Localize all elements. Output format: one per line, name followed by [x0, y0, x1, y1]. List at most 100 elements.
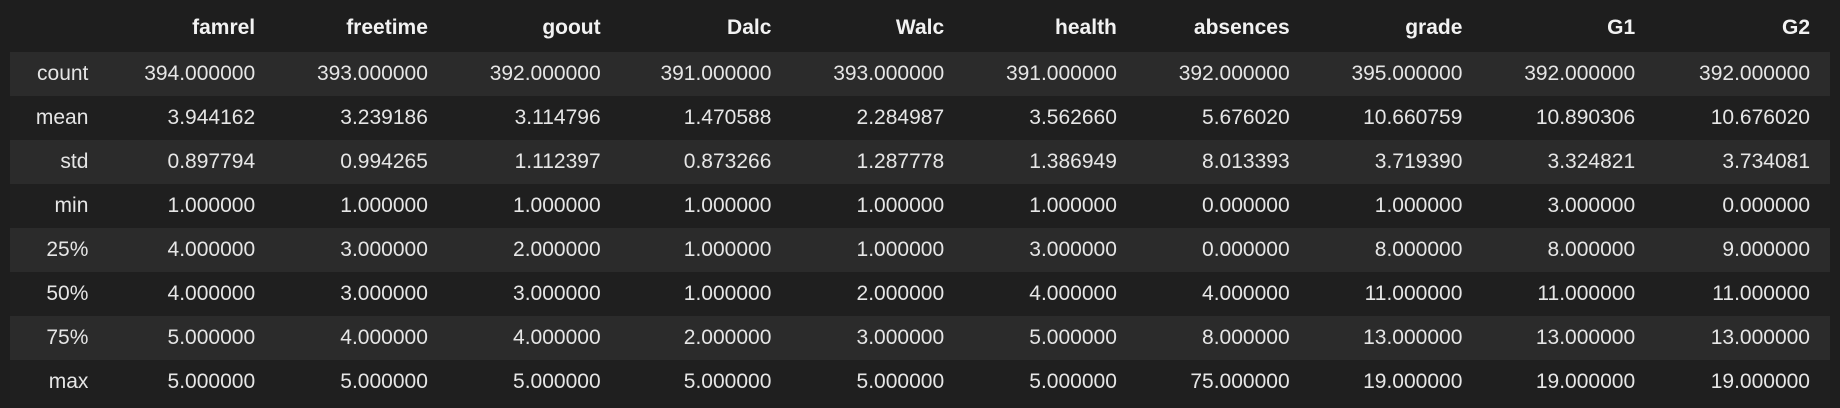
table-row: 50% 4.000000 3.000000 3.000000 1.000000 … [10, 272, 1830, 316]
column-header: Dalc [727, 16, 772, 39]
table-cell: 19.000000 [1535, 370, 1636, 393]
table-cell: 392.000000 [489, 62, 601, 85]
table-cell: 5.000000 [167, 326, 256, 349]
column-header: G2 [1781, 16, 1810, 39]
table-cell: 392.000000 [1178, 62, 1290, 85]
table-cell: 2.000000 [513, 238, 601, 261]
table-cell: 1.000000 [683, 238, 772, 261]
column-header: health [1055, 16, 1117, 39]
table-cell: 392.000000 [1524, 62, 1636, 85]
table-cell: 391.000000 [660, 62, 772, 85]
table-cell: 393.000000 [833, 62, 945, 85]
table-cell: 1.000000 [683, 282, 772, 305]
table-cell: 1.000000 [856, 194, 945, 217]
table-cell: 0.897794 [167, 150, 256, 173]
table-cell: 1.000000 [856, 238, 945, 261]
table-cell: 19.000000 [1710, 370, 1810, 393]
row-index-label: max [48, 370, 89, 393]
row-index-label: mean [35, 106, 89, 129]
table-cell: 3.000000 [1029, 238, 1117, 261]
table-cell: 0.994265 [340, 150, 428, 173]
table-cell: 0.000000 [1202, 194, 1290, 217]
table-cell: 3.944162 [167, 106, 256, 129]
header-row: famrel freetime goout Dalc Walc health a… [10, 4, 1830, 52]
table-cell: 1.000000 [1374, 194, 1463, 217]
table-row: 75% 5.000000 4.000000 4.000000 2.000000 … [10, 316, 1830, 360]
table-cell: 4.000000 [167, 282, 256, 305]
table-cell: 1.000000 [1029, 194, 1117, 217]
table-cell: 3.000000 [513, 282, 601, 305]
table-cell: 13.000000 [1363, 326, 1463, 349]
table-cell: 5.000000 [1029, 326, 1117, 349]
table-cell: 0.000000 [1202, 238, 1290, 261]
table-cell: 5.000000 [340, 370, 428, 393]
table-cell: 13.000000 [1535, 326, 1636, 349]
table-cell: 3.000000 [1547, 194, 1636, 217]
table-cell: 5.000000 [1029, 370, 1117, 393]
table-cell: 3.000000 [340, 238, 428, 261]
table-cell: 10.660759 [1363, 106, 1463, 129]
table-cell: 5.676020 [1202, 106, 1290, 129]
row-index-label: count [37, 62, 89, 85]
row-index-label: 25% [46, 238, 89, 261]
table-body: count 394.000000 393.000000 392.000000 3… [10, 52, 1830, 404]
table-cell: 4.000000 [1202, 282, 1290, 305]
table-row: count 394.000000 393.000000 392.000000 3… [10, 52, 1830, 96]
table-cell: 3.562660 [1029, 106, 1117, 129]
column-header: absences [1193, 16, 1290, 39]
column-header: grade [1405, 16, 1463, 39]
table-cell: 3.000000 [340, 282, 428, 305]
table-row: min 1.000000 1.000000 1.000000 1.000000 … [10, 184, 1830, 228]
table-row: mean 3.944162 3.239186 3.114796 1.470588… [10, 96, 1830, 140]
table-cell: 3.114796 [514, 106, 601, 129]
table-cell: 19.000000 [1363, 370, 1463, 393]
table-cell: 4.000000 [167, 238, 256, 261]
table-cell: 1.112397 [514, 150, 601, 173]
table-cell: 8.000000 [1202, 326, 1290, 349]
table-row: std 0.897794 0.994265 1.112397 0.873266 … [10, 140, 1830, 184]
table-cell: 11.000000 [1712, 282, 1810, 305]
row-index-label: std [60, 150, 89, 173]
table-cell: 2.284987 [856, 106, 945, 129]
column-header: G1 [1607, 16, 1636, 39]
table-cell: 1.470588 [683, 106, 772, 129]
table-cell: 11.000000 [1364, 282, 1463, 305]
table-cell: 3.719390 [1374, 150, 1463, 173]
table-cell: 1.386949 [1029, 150, 1117, 173]
table-cell: 11.000000 [1537, 282, 1636, 305]
table-cell: 5.000000 [167, 370, 256, 393]
table-cell: 3.734081 [1722, 150, 1810, 173]
describe-dataframe-table: famrel freetime goout Dalc Walc health a… [10, 4, 1830, 404]
table-cell: 5.000000 [683, 370, 772, 393]
row-index-label: min [54, 194, 89, 217]
row-index-label: 50% [46, 282, 89, 305]
table-cell: 5.000000 [513, 370, 601, 393]
table-cell: 13.000000 [1710, 326, 1810, 349]
table-cell: 0.873266 [683, 150, 772, 173]
table-cell: 1.000000 [683, 194, 772, 217]
table-cell: 395.000000 [1351, 62, 1463, 85]
table-cell: 8.013393 [1202, 150, 1290, 173]
table-row: max 5.000000 5.000000 5.000000 5.000000 … [10, 360, 1830, 404]
table-cell: 8.000000 [1374, 238, 1463, 261]
table-cell: 8.000000 [1547, 238, 1636, 261]
index-header-cell [10, 4, 102, 52]
table-cell: 0.000000 [1722, 194, 1810, 217]
table-cell: 5.000000 [856, 370, 945, 393]
table-cell: 1.000000 [340, 194, 428, 217]
table-cell: 10.676020 [1710, 106, 1810, 129]
table-header: famrel freetime goout Dalc Walc health a… [10, 4, 1830, 52]
column-header: famrel [192, 16, 256, 39]
table-cell: 2.000000 [683, 326, 772, 349]
row-index-label: 75% [46, 326, 89, 349]
column-header: freetime [346, 16, 428, 39]
table-cell: 1.000000 [167, 194, 256, 217]
table-cell: 1.287778 [856, 150, 945, 173]
table-cell: 392.000000 [1699, 62, 1810, 85]
table-cell: 3.239186 [340, 106, 428, 129]
table-cell: 4.000000 [513, 326, 601, 349]
table-cell: 3.324821 [1547, 150, 1636, 173]
table-cell: 10.890306 [1535, 106, 1636, 129]
table-cell: 393.000000 [316, 62, 428, 85]
